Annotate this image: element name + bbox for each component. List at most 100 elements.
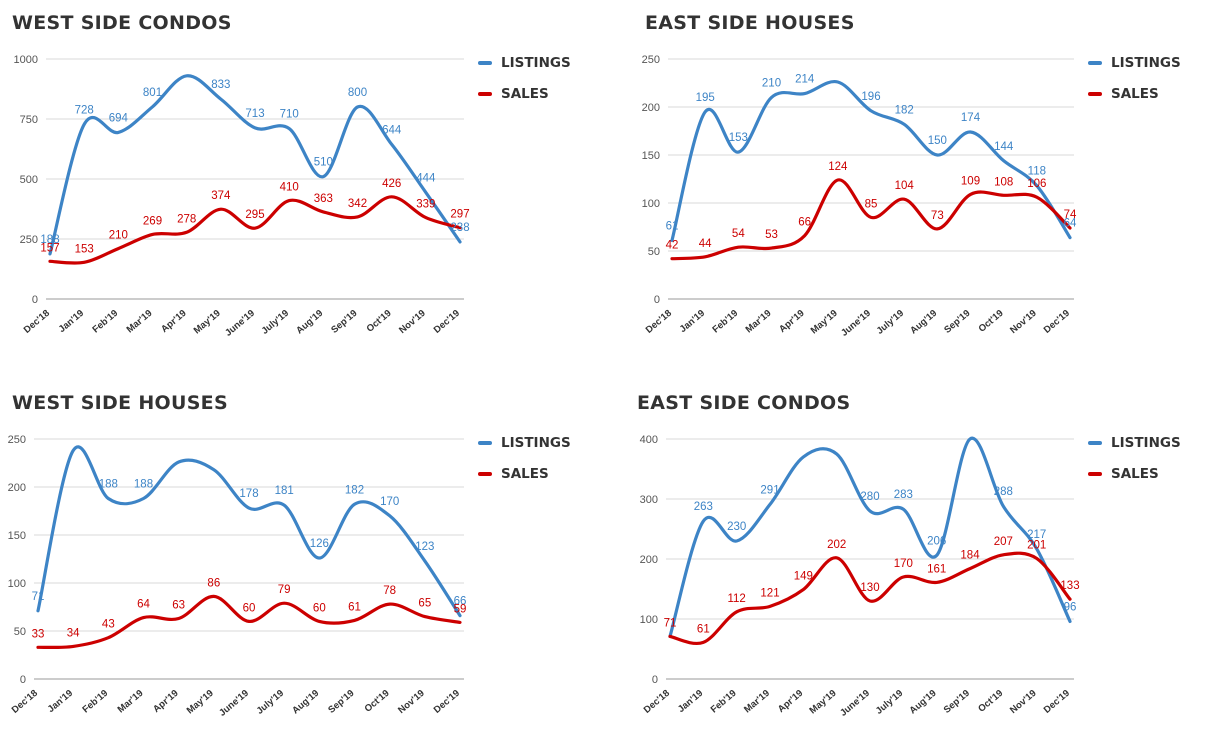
data-label-sales: 108 [994,176,1013,188]
data-label-listings: 126 [310,538,329,550]
chart-panel-east-side-houses: EAST SIDE HOUSES 0 50 100 150 200 250 Dec'18 Ja… [612,12,1202,352]
x-tick-label: May'19 [808,688,839,717]
data-label-listings: 291 [760,484,779,496]
data-label-sales: 60 [243,602,256,614]
data-label-sales: 79 [278,584,291,596]
legend-label-sales: SALES [1111,465,1159,482]
data-label-sales: 54 [732,228,745,240]
data-label-sales: 66 [798,217,811,229]
x-tick-label: June'19 [838,688,872,719]
data-label-listings: 263 [694,501,713,513]
chart-legend: LISTINGS SALES [1088,427,1181,489]
data-label-sales: 104 [895,180,915,192]
data-label-sales: 149 [794,571,813,583]
data-label-listings: 206 [927,535,946,547]
x-tick-label: Aug'19 [290,688,321,717]
y-tick-label: 1000 [14,54,38,66]
data-label-listings: 71 [32,591,45,603]
data-label-sales: 184 [960,550,980,562]
x-tick-label: Sep'19 [326,688,356,716]
data-label-sales: 86 [207,577,220,589]
legend-label-listings: LISTINGS [1111,54,1181,71]
data-label-sales: 73 [931,210,944,222]
data-label-listings: 283 [894,489,913,501]
data-label-sales: 269 [143,215,162,227]
legend-swatch-sales [478,471,492,476]
legend-item-sales: SALES [478,458,571,489]
x-tick-label: May'19 [185,688,216,717]
data-label-listings: 800 [348,87,367,99]
data-label-listings: 182 [895,104,914,116]
legend-swatch-listings [1088,440,1102,445]
y-tick-label: 200 [642,102,660,114]
data-label-sales: 61 [697,623,710,635]
data-label-sales: 112 [727,593,745,605]
data-label-listings: 713 [245,108,264,120]
data-label-sales: 71 [664,617,677,629]
data-label-listings: 144 [994,141,1014,153]
legend-label-sales: SALES [501,465,549,482]
data-label-sales: 109 [961,175,980,187]
chart-legend: LISTINGS SALES [478,47,571,109]
x-tick-label: July'19 [255,688,286,717]
y-tick-label: 50 [648,246,660,258]
x-tick-label: Sep'19 [329,308,359,336]
data-label-sales: 124 [828,161,848,173]
chart-legend: LISTINGS SALES [478,427,571,489]
data-label-listings: 728 [75,104,94,116]
series-line-sales [36,594,462,650]
y-tick-label: 250 [20,234,38,246]
data-label-sales: 60 [313,602,326,614]
legend-swatch-listings [478,60,492,65]
y-tick-label: 750 [20,114,38,126]
data-label-listings: 61 [666,220,679,232]
x-tick-label: Aug'19 [908,308,939,337]
data-label-sales: 85 [865,198,878,210]
y-tick-label: 50 [14,626,26,638]
data-label-sales: 342 [348,198,367,210]
data-label-sales: 43 [102,619,115,631]
data-label-listings: 230 [727,521,746,533]
data-label-listings: 801 [143,87,162,99]
data-label-listings: 444 [416,172,436,184]
chart-title: WEST SIDE CONDOS [12,12,232,34]
data-label-listings: 644 [382,124,402,136]
data-label-listings: 214 [795,74,815,86]
data-label-sales: 130 [860,582,879,594]
y-tick-label: 100 [8,578,26,590]
x-tick-label: May'19 [809,308,840,337]
data-label-sales: 339 [416,199,435,211]
series-line-sales [48,195,462,265]
data-label-listings: 96 [1064,601,1077,613]
y-tick-label: 200 [640,554,658,566]
x-tick-label: Aug'19 [294,308,325,337]
y-tick-label: 0 [654,294,660,306]
x-tick-label: Dec'19 [1042,308,1072,336]
y-tick-label: 100 [640,614,658,626]
data-label-listings: 280 [860,491,879,503]
x-tick-label: Dec'19 [432,308,462,336]
data-label-listings: 118 [1028,166,1046,178]
data-label-sales: 65 [418,598,431,610]
y-tick-label: 0 [32,294,38,306]
data-label-listings: 64 [1064,218,1077,230]
data-label-sales: 426 [382,178,401,190]
x-tick-label: Oct'19 [977,308,1006,335]
data-label-sales: 64 [137,599,150,611]
legend-item-listings: LISTINGS [478,47,571,78]
data-label-sales: 44 [699,238,712,250]
data-label-sales: 33 [32,628,45,640]
legend-swatch-sales [478,91,492,96]
x-tick-label: Sep'19 [942,688,972,716]
series-line-sales [668,551,1072,645]
data-label-sales: 121 [760,587,779,599]
data-label-sales: 34 [67,627,80,639]
x-tick-label: Mar'19 [744,308,774,336]
legend-item-listings: LISTINGS [478,427,571,458]
data-label-listings: 153 [729,132,748,144]
y-tick-label: 0 [652,674,658,686]
data-label-listings: 188 [134,479,153,491]
x-tick-label: Feb'19 [90,308,120,336]
legend-label-listings: LISTINGS [501,54,571,71]
